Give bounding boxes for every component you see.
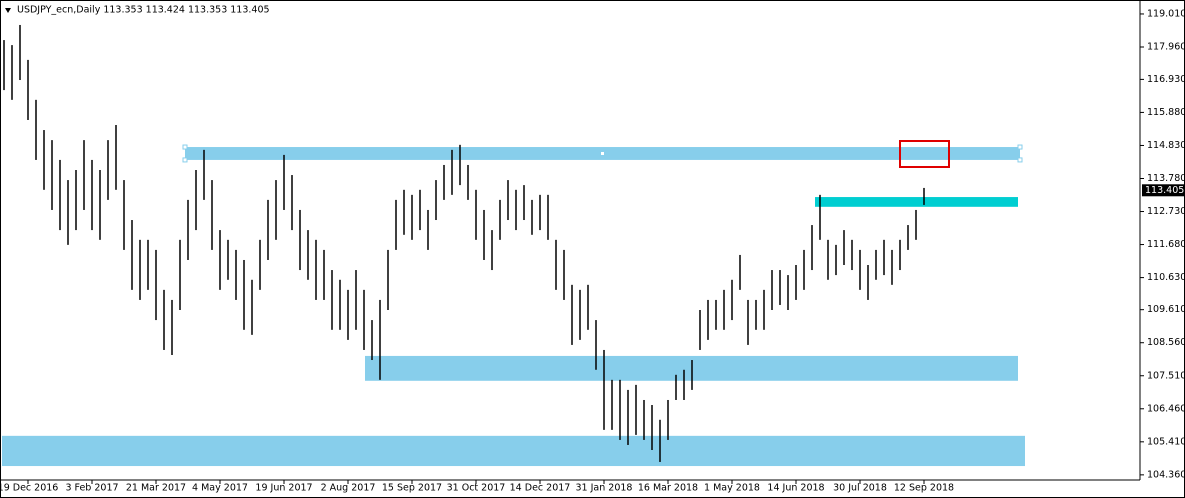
y-tick-label: 109.610 [1147,304,1185,315]
last-price-label: 113.405 [1145,185,1184,196]
y-tick-label: 119.010 [1147,8,1185,19]
x-tick-label: 19 Jun 2017 [255,483,312,494]
y-tick-label: 107.510 [1147,370,1185,381]
highlight-box [899,140,950,168]
y-tick-label: 106.460 [1147,403,1185,414]
y-tick-label: 113.780 [1147,173,1185,184]
x-tick-label: 16 Mar 2018 [638,483,698,494]
x-tick-label: 19 Dec 2016 [0,483,58,494]
x-tick-label: 1 May 2018 [704,483,760,494]
y-tick-label: 108.560 [1147,337,1185,348]
x-tick-label: 12 Sep 2018 [894,483,954,494]
y-tick-label: 105.410 [1147,436,1185,447]
x-tick-label: 14 Jun 2018 [767,483,824,494]
x-tick-label: 2 Aug 2017 [321,483,376,494]
x-tick-label: 31 Oct 2017 [447,483,506,494]
y-tick-label: 116.930 [1147,74,1185,85]
y-tick-label: 115.880 [1147,107,1185,118]
y-tick-label: 104.360 [1147,469,1185,480]
price-zone [815,197,1018,207]
x-tick-label: 14 Dec 2017 [510,483,571,494]
zone-handle [1017,144,1023,150]
y-tick-label: 111.680 [1147,239,1185,250]
x-tick-label: 31 Jan 2018 [576,483,633,494]
chart-title: USDJPY_ecn,Daily 113.353 113.424 113.353… [17,5,270,16]
menu-arrow[interactable] [5,8,11,13]
y-tick-label: 110.630 [1147,272,1185,283]
x-tick-label: 4 May 2017 [192,483,248,494]
y-tick-label: 114.830 [1147,140,1185,151]
price-zone [2,435,1025,467]
x-tick-label: 21 Mar 2017 [126,483,186,494]
zone-handle [1017,157,1023,163]
last-price-box [1142,184,1184,197]
zone-handle [600,150,605,156]
x-tick-label: 15 Sep 2017 [382,483,442,494]
zone-handle [182,144,188,150]
x-tick-label: 3 Feb 2017 [65,483,118,494]
y-tick-label: 112.730 [1147,206,1185,217]
y-tick-label: 117.960 [1147,41,1185,52]
zone-handle [182,157,188,163]
x-tick-label: 30 Jul 2018 [833,483,887,494]
